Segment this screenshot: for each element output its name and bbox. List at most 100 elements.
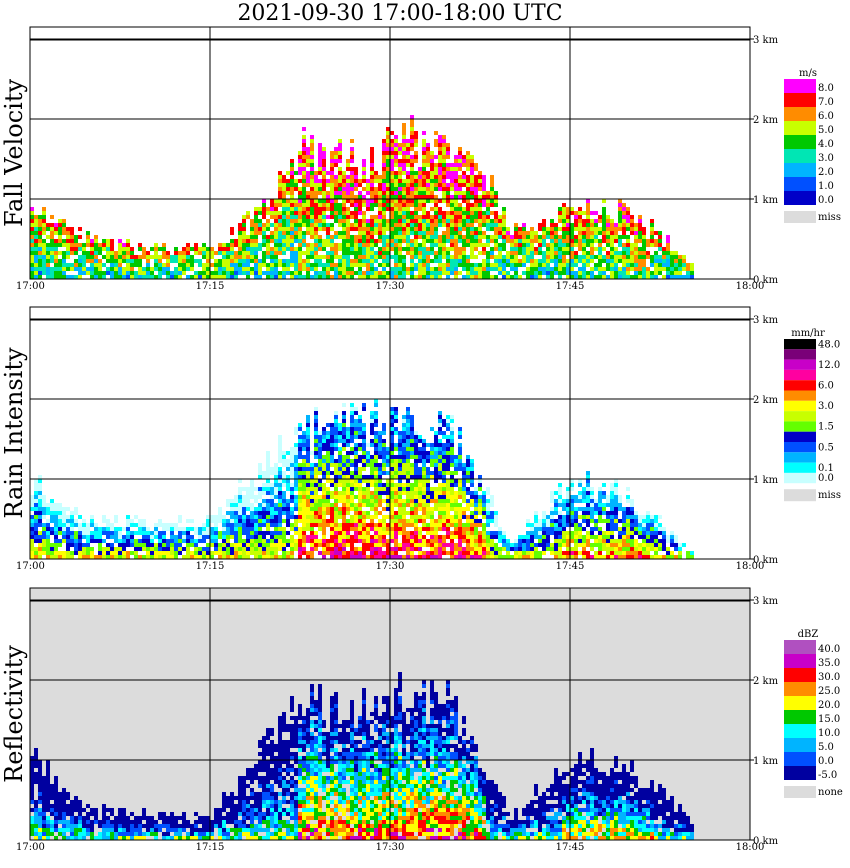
time-tick-label: 17:45: [556, 842, 585, 853]
height-tick-label: 0 km: [753, 275, 779, 286]
plot-frame: [29, 306, 751, 560]
legend-label: 0.5: [818, 442, 834, 453]
chart-title: 2021-09-30 17:00-18:00 UTC: [237, 1, 563, 26]
time-tick-label: 18:00: [736, 561, 765, 572]
legend-label: 25.0: [818, 686, 840, 697]
legend-swatch: [784, 177, 816, 191]
time-tick-label: 17:15: [196, 842, 225, 853]
legend-swatch: [784, 79, 816, 93]
echo-field: [30, 672, 694, 840]
legend-swatch: [784, 421, 816, 432]
legend-label: 0.0: [818, 195, 834, 206]
height-tick-label: 1 km: [753, 475, 779, 486]
panel-1: 0 km 1 km 2 km 3 km 17:00 17:15 17:30 17:45 18:0…: [0, 26, 841, 292]
echo-field: [30, 115, 694, 279]
legend-label: 0.0: [818, 473, 834, 484]
legend-label: 2.0: [818, 167, 834, 178]
legend-label: 5.0: [818, 742, 834, 753]
legend-swatch: [784, 668, 816, 682]
legend-swatch: [784, 462, 816, 473]
time-tick-label: 18:00: [736, 281, 765, 292]
legend-missing-label: miss: [818, 490, 841, 501]
legend-unit: dBZ: [798, 629, 819, 640]
legend-swatch: [784, 390, 816, 401]
legend-swatch: [784, 380, 816, 391]
height-tick-label: 3 km: [753, 315, 779, 326]
legend-swatch: [784, 149, 816, 163]
time-tick-label: 17:30: [376, 281, 405, 292]
legend-missing-swatch: [784, 211, 816, 223]
legend-label: 35.0: [818, 658, 840, 669]
legend-swatch: [784, 752, 816, 766]
legend-swatch: [784, 191, 816, 205]
height-tick-label: 0 km: [753, 836, 779, 847]
plot-frame: [29, 587, 751, 841]
legend-swatch: [784, 442, 816, 453]
legend-swatch: [784, 640, 816, 654]
time-tick-label: 17:30: [376, 561, 405, 572]
legend-label: 20.0: [818, 700, 840, 711]
echo-field: [30, 399, 694, 559]
legend-swatch: [784, 682, 816, 696]
legend-label: 30.0: [818, 672, 840, 683]
legend-label: 12.0: [818, 360, 840, 371]
legend-swatch: [784, 654, 816, 668]
legend-label: 15.0: [818, 714, 840, 725]
height-tick-label: 3 km: [753, 596, 779, 607]
panel-3: 0 km 1 km 2 km 3 km 17:00 17:15 17:30 17:45 18:0…: [0, 587, 843, 853]
legend-label: 6.0: [818, 381, 834, 392]
legend-label: 10.0: [818, 728, 840, 739]
legend-swatch: [784, 738, 816, 752]
legend-swatch: [784, 724, 816, 738]
legend-unit: mm/hr: [791, 328, 825, 339]
legend-swatch: [784, 121, 816, 135]
height-tick-label: 3 km: [753, 35, 779, 46]
legend-swatch: [784, 411, 816, 422]
time-tick-label: 17:00: [16, 842, 45, 853]
time-tick-label: 17:00: [16, 281, 45, 292]
legend-swatch: [784, 766, 816, 780]
legend-swatch: [784, 107, 816, 121]
legend-swatch: [784, 400, 816, 412]
legend-swatch: [784, 696, 816, 710]
legend-swatch: [784, 472, 816, 484]
legend-label: 40.0: [818, 644, 840, 655]
time-tick-label: 17:30: [376, 842, 405, 853]
legend-swatch: [784, 369, 816, 381]
legend-swatch: [784, 359, 816, 370]
height-tick-label: 2 km: [753, 115, 779, 126]
legend-missing-swatch: [784, 489, 816, 502]
legend-label: 4.0: [818, 139, 834, 150]
height-tick-label: 0 km: [753, 555, 779, 566]
legend-label: 3.0: [818, 401, 834, 412]
panel-ylabel: Reflectivity: [0, 645, 28, 783]
legend-missing-label: none: [818, 787, 843, 798]
legend-label: 1.0: [818, 181, 834, 192]
legend-swatch: [784, 135, 816, 149]
legend-missing-label: miss: [818, 212, 841, 223]
legend-swatch: [784, 349, 816, 360]
legend-label: 6.0: [818, 111, 834, 122]
time-tick-label: 17:00: [16, 561, 45, 572]
legend-label: 1.5: [818, 422, 834, 433]
time-tick-label: 18:00: [736, 842, 765, 853]
legend-swatch: [784, 452, 816, 463]
legend-label: 5.0: [818, 125, 834, 136]
time-tick-label: 17:15: [196, 561, 225, 572]
legend-label: 3.0: [818, 153, 834, 164]
legend-label: -5.0: [818, 770, 837, 781]
legend-swatch: [784, 710, 816, 724]
legend-label: 48.0: [818, 339, 840, 350]
legend-swatch: [784, 339, 816, 350]
legend-swatch: [784, 93, 816, 107]
time-tick-label: 17:45: [556, 561, 585, 572]
plot-frame: [29, 26, 751, 280]
legend-swatch: [784, 163, 816, 177]
panel-ylabel: Fall Velocity: [0, 79, 28, 228]
height-tick-label: 2 km: [753, 395, 779, 406]
height-tick-label: 1 km: [753, 195, 779, 206]
panel-2: 0 km 1 km 2 km 3 km 17:00 17:15 17:30 17:45 18:0…: [0, 306, 841, 572]
legend-label: 0.0: [818, 756, 834, 767]
time-tick-label: 17:45: [556, 281, 585, 292]
